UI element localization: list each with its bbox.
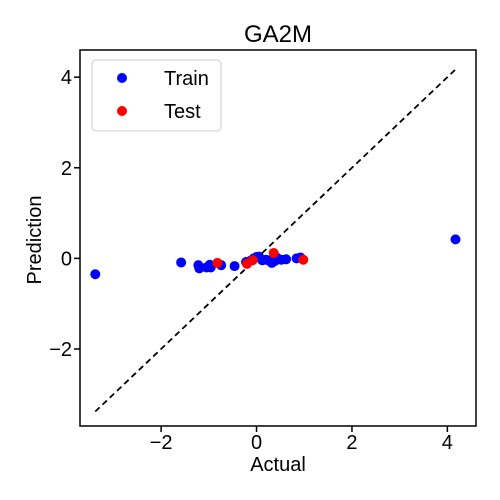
point-test [268,247,279,258]
legend-label-test: Test [164,101,201,123]
legend-label-train: Train [164,68,209,90]
y-tick-label: 2 [61,158,72,180]
point-train [450,234,461,245]
ticks-layer: −2 0 2 4 −2 0 2 4 [49,67,453,454]
plot-area: −2 0 2 4 −2 0 2 4 [49,49,477,454]
legend-marker-test [117,106,127,116]
x-tick-label: −2 [150,432,173,454]
plot-frame [79,49,477,427]
point-train [281,254,292,265]
legend: Train Test [91,59,222,132]
point-train [229,261,240,272]
point-train [90,269,101,280]
x-tick-label: 2 [346,432,357,454]
y-axis-label: Prediction [24,196,46,285]
y-tick-label: 4 [61,67,72,89]
point-train [176,257,187,268]
data-points-layer [90,234,461,280]
chart-title: GA2M [244,21,312,48]
reference-line-layer [94,68,457,413]
point-test [247,255,258,266]
legend-marker-train [117,73,127,83]
identity-reference-line [94,68,457,413]
y-tick-label: −2 [49,339,72,361]
x-tick-label: 0 [251,432,262,454]
x-axis-label: Actual [250,454,306,476]
point-test [212,257,223,268]
x-tick-label: 4 [442,432,453,454]
y-tick-label: 0 [61,248,72,270]
point-test [298,254,309,265]
